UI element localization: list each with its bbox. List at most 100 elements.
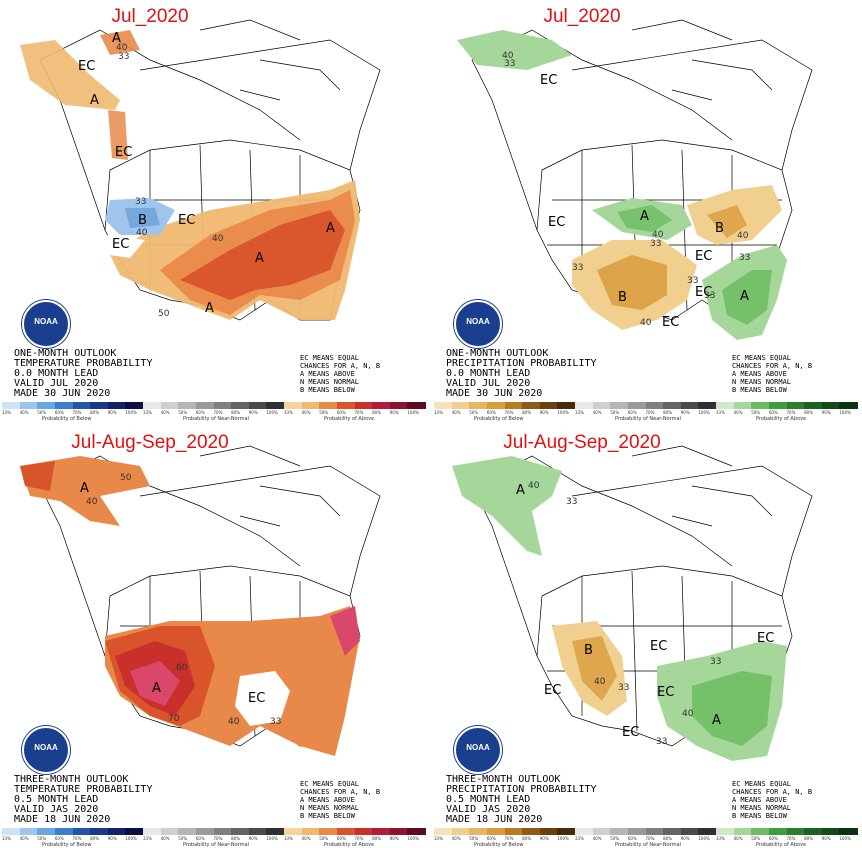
legend-tick: 100% xyxy=(557,836,569,841)
legend-swatch-normal xyxy=(143,402,162,409)
below-40-great-lakes xyxy=(707,205,747,238)
panel-title: Jul_2020 xyxy=(543,6,621,27)
legend-swatch-below xyxy=(107,402,126,409)
pacific-nw-coast xyxy=(108,110,128,160)
legend-swatch-normal xyxy=(680,402,699,409)
label-ec5: EC xyxy=(662,315,679,330)
legend-tick: 60% xyxy=(336,410,346,415)
legend-swatch-above xyxy=(301,828,320,835)
legend-swatch-below xyxy=(539,402,558,409)
panel-title: Jul_2020 xyxy=(111,6,189,27)
label-c3: 40 xyxy=(136,228,148,238)
legend-tick: 80% xyxy=(663,836,673,841)
legend-swatch-below xyxy=(469,828,488,835)
legend-tick: 33% xyxy=(434,410,443,415)
label-ec-west: EC xyxy=(112,237,129,252)
above-70-west xyxy=(130,661,180,706)
legend-tick: 100% xyxy=(266,410,278,415)
legend-tick: 33% xyxy=(716,836,725,841)
legend-tick: 50% xyxy=(319,410,329,415)
legend-tick: 33% xyxy=(716,410,725,415)
label-a1: A xyxy=(516,483,525,498)
label-c8b: 33 xyxy=(704,291,715,301)
legend-swatch-above xyxy=(336,402,355,409)
label-c2: 33 xyxy=(118,52,129,62)
legend-swatch-normal xyxy=(627,828,646,835)
legend-swatch-above xyxy=(768,402,787,409)
legend-swatch-below xyxy=(522,828,541,835)
legend-swatch-normal xyxy=(645,828,664,835)
legend-tick: 33% xyxy=(2,410,11,415)
legend-swatch-below xyxy=(522,402,541,409)
legend-tick: 50% xyxy=(178,836,188,841)
label-c3b: 40 xyxy=(640,318,652,328)
label-ec1: EC xyxy=(78,59,95,74)
legend-tick: 80% xyxy=(522,410,532,415)
legend-swatch-above xyxy=(389,828,408,835)
legend-swatch-normal xyxy=(680,828,699,835)
legend-tick: 80% xyxy=(231,410,241,415)
legend-swatch-below xyxy=(434,828,453,835)
legend-swatch-above xyxy=(354,828,373,835)
label-c1: 40 xyxy=(116,43,128,53)
legend-tick: 60% xyxy=(54,410,64,415)
label-ec5: EC xyxy=(622,725,639,740)
panel-jas-precipitation: A 40 33 B 40 EC EC EC 33 EC 33 40 A EC 3… xyxy=(432,426,860,848)
above-40-north-slope xyxy=(100,30,140,55)
legend-swatch-normal xyxy=(575,828,594,835)
above-40-north-central xyxy=(617,205,672,232)
label-ec3: EC xyxy=(757,631,774,646)
above-50-conus xyxy=(180,210,345,300)
label-c4: 70 xyxy=(168,714,180,724)
outlook-info: THREE-MONTH OUTLOOK TEMPERATURE PROBABILI… xyxy=(14,774,153,825)
label-a1: A xyxy=(80,481,89,496)
label-ec2: EC xyxy=(548,215,565,230)
label-c4: 33 xyxy=(135,197,146,207)
legend-tick: 90% xyxy=(680,410,690,415)
legend-swatch-below xyxy=(19,402,38,409)
legend-swatch-normal xyxy=(195,828,214,835)
legend-swatch-normal xyxy=(266,402,285,409)
legend-swatch-above xyxy=(821,402,840,409)
panel-jul-precipitation: 40 33 EC EC A 40 33 B 40 EC 33 33 B 40 3… xyxy=(432,0,860,422)
forecast-labels: 40 33 EC EC A 40 33 B 40 EC 33 33 B 40 3… xyxy=(502,51,750,330)
legend-swatch-normal xyxy=(248,828,267,835)
legend-caption-normal: Probability of Near-Normal xyxy=(183,416,249,422)
label-c4: 33 xyxy=(710,657,721,667)
label-a2: A xyxy=(90,93,99,108)
label-c2: 40 xyxy=(86,497,98,507)
legend-swatch-above xyxy=(733,828,752,835)
legend-swatch-below xyxy=(125,828,144,835)
legend-swatch-above xyxy=(786,402,805,409)
legend-swatch-normal xyxy=(160,828,179,835)
legend-tick: 90% xyxy=(248,410,258,415)
panel-title: Jul-Aug-Sep_2020 xyxy=(503,432,661,453)
label-a4: A xyxy=(205,301,214,316)
label-c6: 40 xyxy=(682,709,694,719)
legend-tick: 60% xyxy=(486,836,496,841)
legend-tick: 33% xyxy=(143,410,152,415)
legend-swatch-normal xyxy=(248,402,267,409)
legend-tick: 40% xyxy=(592,836,602,841)
legend-swatch-normal xyxy=(698,828,717,835)
legend-tick: 80% xyxy=(372,410,382,415)
legend-swatch-above xyxy=(372,402,391,409)
legend-swatch-above xyxy=(407,828,426,835)
legend-tick: 90% xyxy=(389,836,399,841)
legend-tick: 70% xyxy=(786,410,796,415)
legend-tick: 60% xyxy=(195,836,205,841)
legend-caption-normal: Probability of Near-Normal xyxy=(615,416,681,422)
legend-swatch-below xyxy=(72,402,91,409)
legend-tick: 80% xyxy=(372,836,382,841)
outlook-info: ONE-MONTH OUTLOOK PRECIPITATION PROBABILI… xyxy=(446,348,597,399)
legend-tick: 90% xyxy=(248,836,258,841)
legend-swatch-below xyxy=(451,828,470,835)
legend-tick: 70% xyxy=(504,836,514,841)
legend-tick: 50% xyxy=(469,410,479,415)
label-a2: A xyxy=(740,289,749,304)
map-jas-precipitation: A 40 33 B 40 EC EC EC 33 EC 33 40 A EC 3… xyxy=(452,445,813,761)
legend-tick: 90% xyxy=(107,410,117,415)
